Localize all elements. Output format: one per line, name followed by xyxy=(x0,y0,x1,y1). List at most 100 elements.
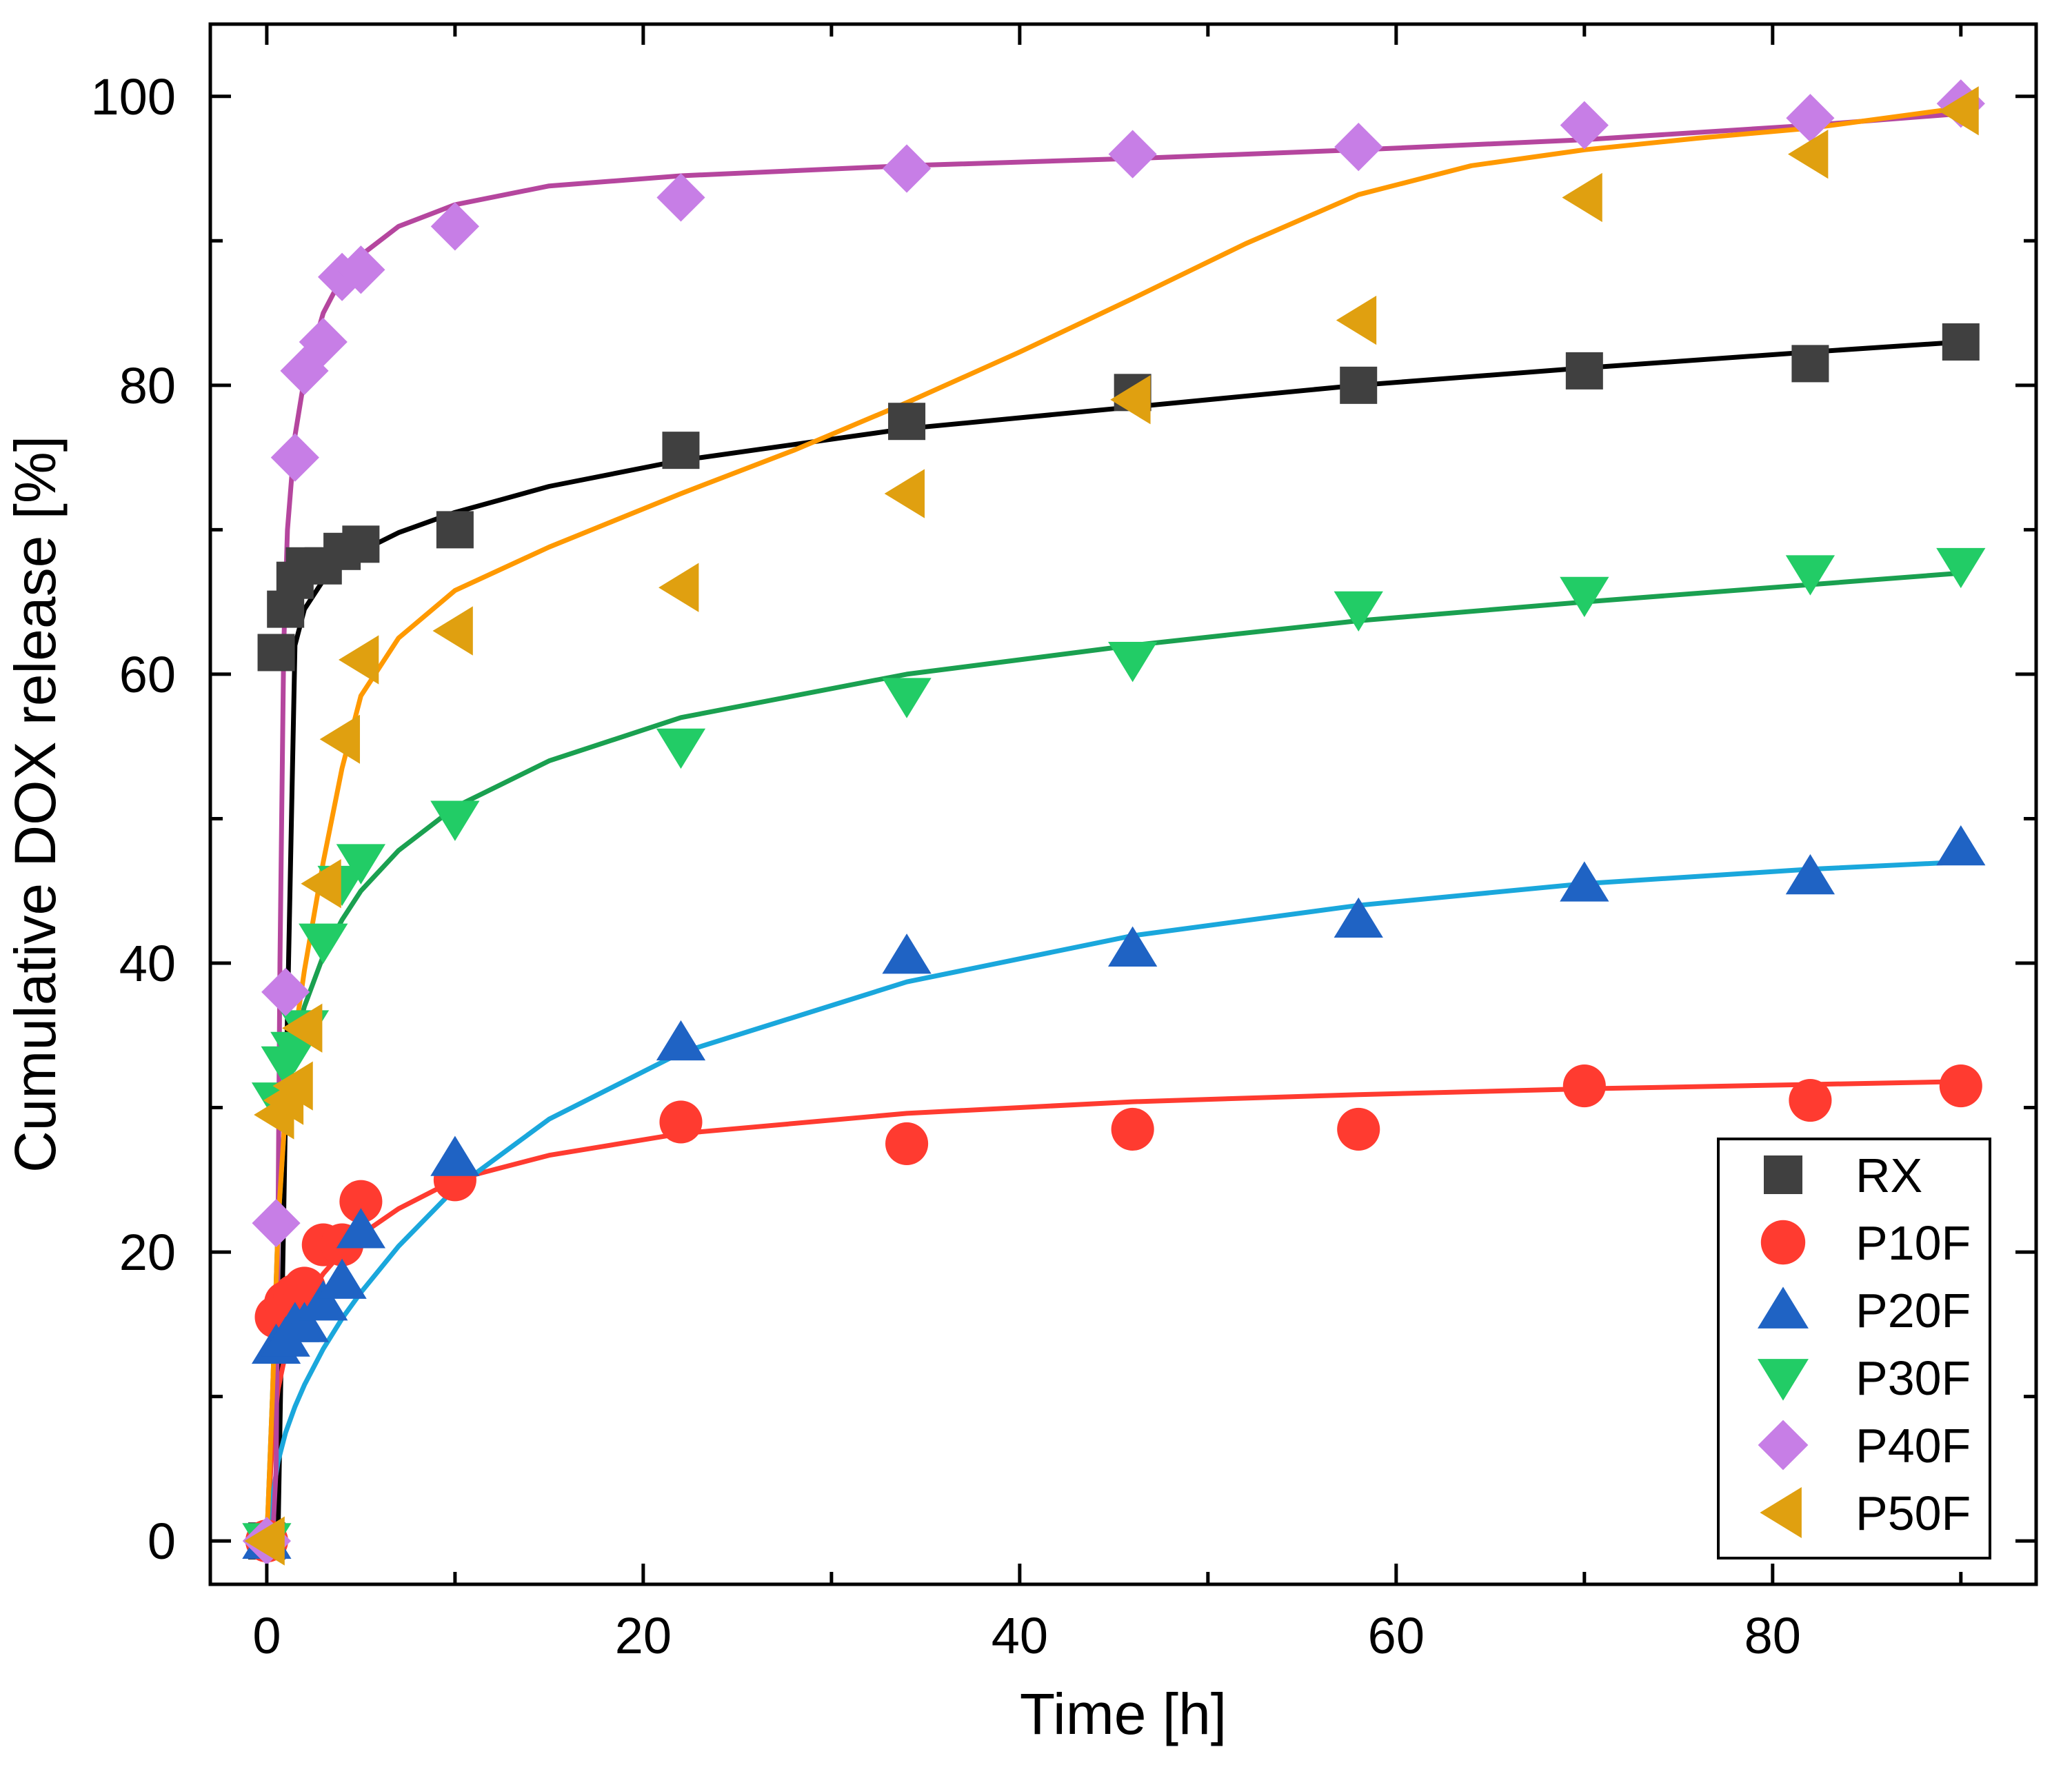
y-tick-label: 100 xyxy=(91,68,176,125)
data-point-p40f xyxy=(1334,123,1383,172)
data-point-p30f xyxy=(882,678,932,718)
data-point-p50f xyxy=(432,606,473,656)
data-point-p50f xyxy=(1562,172,1602,223)
data-point-p50f xyxy=(658,563,699,612)
x-tick-label: 20 xyxy=(615,1607,672,1664)
y-tick-label: 0 xyxy=(148,1513,176,1570)
data-point-p40f xyxy=(299,317,348,367)
legend-marker-p30f xyxy=(1758,1359,1809,1401)
data-point-rx xyxy=(1942,323,1980,361)
data-point-p50f xyxy=(244,1516,285,1566)
y-tick-label: 40 xyxy=(119,935,176,992)
data-point-p30f xyxy=(656,728,706,769)
x-tick-label: 40 xyxy=(992,1607,1048,1664)
legend: RX P10F P20F P30F P40F P50F xyxy=(1717,1138,1991,1559)
data-point-p50f xyxy=(1110,375,1151,425)
legend-label-rx: RX xyxy=(1855,1149,1922,1202)
data-point-p10f xyxy=(1337,1107,1380,1151)
data-point-p20f xyxy=(299,1280,348,1321)
axis-ticks xyxy=(210,24,2036,1584)
data-point-p10f xyxy=(1111,1107,1154,1151)
data-point-p20f xyxy=(317,1258,367,1299)
data-point-p20f xyxy=(336,1208,386,1249)
data-point-p30f xyxy=(1560,576,1609,618)
y-tick-label: 20 xyxy=(119,1224,176,1281)
data-point-p10f xyxy=(1939,1064,1982,1108)
legend-label-p50f: P50F xyxy=(1855,1486,1971,1540)
data-point-p30f xyxy=(299,923,348,964)
data-point-p40f xyxy=(656,173,705,222)
data-point-p10f xyxy=(659,1100,703,1144)
data-point-p30f xyxy=(430,800,480,841)
data-point-p50f xyxy=(319,714,361,764)
legend-label-p30f: P30F xyxy=(1855,1351,1971,1405)
legend-box xyxy=(1717,1138,1991,1559)
data-point-rx xyxy=(1565,352,1603,390)
data-point-p20f xyxy=(1785,854,1835,895)
data-point-p40f xyxy=(1560,101,1609,150)
data-point-p20f xyxy=(1334,897,1383,938)
data-point-p20f xyxy=(1560,861,1609,902)
data-point-rx xyxy=(436,511,474,549)
data-point-p20f xyxy=(1936,825,1986,866)
x-tick-label: 0 xyxy=(252,1607,281,1664)
legend-label-p20f: P20F xyxy=(1855,1284,1971,1337)
data-point-p20f xyxy=(882,933,932,974)
data-point-rx xyxy=(1791,345,1829,383)
data-point-p50f xyxy=(301,859,341,909)
legend-marker-rx xyxy=(1764,1155,1802,1194)
data-point-p30f xyxy=(336,844,386,885)
legend-marker-p10f xyxy=(1760,1220,1806,1265)
plot-area-border xyxy=(208,22,2038,1586)
data-point-p20f xyxy=(430,1135,480,1176)
data-point-p20f xyxy=(1108,926,1158,967)
data-point-p30f xyxy=(1785,555,1835,596)
data-point-p40f xyxy=(280,346,329,395)
data-point-rx xyxy=(257,634,295,672)
data-point-p40f xyxy=(317,252,367,301)
plot-frame xyxy=(208,22,2038,1586)
data-point-p40f xyxy=(336,245,385,294)
data-point-p50f xyxy=(1336,295,1377,345)
data-point-p10f xyxy=(885,1122,929,1165)
data-point-p40f xyxy=(430,202,479,251)
data-point-p10f xyxy=(339,1180,383,1223)
x-axis-title: Time [h] xyxy=(1020,1682,1227,1746)
y-axis-title: Cumulative DOX release [%] xyxy=(3,436,68,1173)
data-point-p40f xyxy=(252,1199,301,1248)
y-tick-label: 60 xyxy=(119,646,176,703)
data-point-p40f xyxy=(1108,130,1157,179)
data-point-p50f xyxy=(1788,129,1829,179)
data-point-rx xyxy=(662,432,700,469)
data-point-p30f xyxy=(1936,547,1986,589)
y-tick-label: 80 xyxy=(119,357,176,414)
x-tick-label: 80 xyxy=(1744,1607,1801,1664)
legend-label-p10f: P10F xyxy=(1855,1216,1971,1270)
data-point-rx xyxy=(1340,366,1378,404)
data-point-p10f xyxy=(1562,1064,1606,1108)
data-point-rx xyxy=(342,525,380,563)
data-point-p40f xyxy=(882,144,932,193)
data-point-p30f xyxy=(1108,642,1158,683)
data-point-p40f xyxy=(1786,94,1835,143)
data-point-p40f xyxy=(261,967,310,1016)
data-point-rx xyxy=(888,403,926,441)
data-point-p50f xyxy=(338,635,379,685)
data-point-p50f xyxy=(1938,86,1979,136)
data-points xyxy=(242,79,1986,1566)
data-point-p50f xyxy=(282,1003,323,1053)
legend-marker-p40f xyxy=(1758,1420,1809,1471)
data-point-p10f xyxy=(1789,1079,1832,1122)
tick-labels: 0 20 40 60 80 0 20 40 60 80 100 xyxy=(91,68,1801,1664)
data-point-p50f xyxy=(884,469,925,518)
data-point-p20f xyxy=(656,1020,706,1061)
data-point-p20f xyxy=(279,1302,330,1342)
data-point-p50f xyxy=(272,1061,313,1111)
legend-label-p40f: P40F xyxy=(1855,1419,1971,1473)
data-point-p30f xyxy=(1334,591,1383,632)
legend-marker-p20f xyxy=(1758,1286,1809,1329)
legend-marker-p50f xyxy=(1760,1487,1802,1538)
data-point-p40f xyxy=(270,433,319,482)
